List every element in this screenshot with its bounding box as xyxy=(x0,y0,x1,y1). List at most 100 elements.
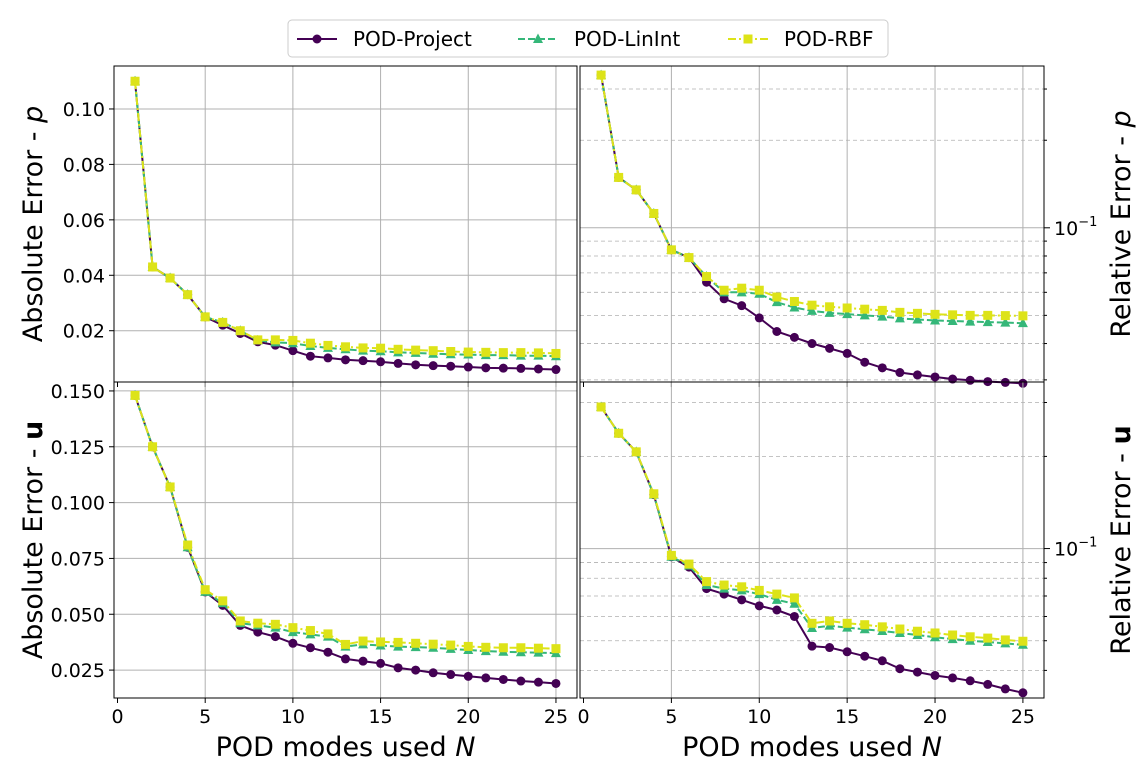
y-axis-label: Relative Error - p xyxy=(1106,110,1137,337)
data-point xyxy=(631,185,641,195)
y-tick-label: 0.10 xyxy=(63,99,105,121)
legend-marker xyxy=(743,34,753,44)
data-point xyxy=(983,310,993,320)
y-tick-label: 0.050 xyxy=(51,604,105,626)
series-pod-rbf xyxy=(130,390,561,654)
series-pod-linint xyxy=(130,389,561,658)
data-point xyxy=(912,626,922,636)
panel-bottom-left: 0 5 10 15 20 25 0.025 0.050 0.075 0.100 0.125 0.150 xyxy=(51,381,578,728)
y-tick-label: 0.150 xyxy=(51,381,105,403)
data-point xyxy=(218,596,228,606)
y-tick-label: 0.02 xyxy=(63,321,105,343)
data-point xyxy=(702,577,712,587)
axes-frame xyxy=(113,381,578,699)
data-point xyxy=(807,300,817,310)
data-point xyxy=(930,315,941,325)
data-point xyxy=(842,308,853,319)
data-point xyxy=(948,630,958,640)
legend-entry: POD-LinInt xyxy=(518,27,680,51)
grid xyxy=(114,66,577,382)
x-tick-label: 5 xyxy=(199,706,211,728)
data-point xyxy=(789,593,799,603)
series-pod-rbf xyxy=(596,402,1028,646)
data-point xyxy=(218,317,228,327)
data-point xyxy=(860,304,870,314)
data-point xyxy=(965,632,975,642)
series-pod-linint xyxy=(596,69,1028,328)
data-point xyxy=(772,605,782,615)
data-point xyxy=(912,667,922,677)
data-point xyxy=(860,651,870,661)
data-point xyxy=(165,482,175,492)
data-point xyxy=(428,639,438,649)
data-point xyxy=(772,292,782,302)
data-point xyxy=(825,302,835,312)
data-point xyxy=(305,351,315,361)
data-point xyxy=(789,302,800,312)
data-point xyxy=(895,664,905,674)
data-point xyxy=(842,647,852,657)
data-point xyxy=(614,172,624,182)
legend-box xyxy=(287,19,889,58)
data-point xyxy=(947,315,958,326)
data-point xyxy=(772,589,782,599)
data-point xyxy=(411,665,421,675)
x-tick-label: 15 xyxy=(368,706,392,728)
data-point xyxy=(498,348,508,358)
data-point xyxy=(253,627,263,637)
data-point xyxy=(148,442,158,452)
legend-entry: POD-RBF xyxy=(728,27,874,51)
series-line xyxy=(600,406,1023,646)
data-point xyxy=(877,311,888,321)
data-point xyxy=(270,335,280,345)
series-pod-rbf xyxy=(130,76,561,358)
data-point xyxy=(894,312,905,323)
legend-marker xyxy=(312,34,322,44)
data-point xyxy=(200,585,210,595)
x-axis-label: POD modes used N xyxy=(216,732,476,763)
data-point xyxy=(463,641,473,651)
data-point xyxy=(719,294,729,304)
data-point xyxy=(684,253,694,263)
data-point xyxy=(323,340,333,350)
data-point xyxy=(825,616,835,626)
data-point xyxy=(463,362,473,372)
data-point xyxy=(253,618,263,628)
data-point xyxy=(323,353,333,363)
axis-labels: Absolute Error - p Relative Error - p POD … xyxy=(18,106,1137,763)
data-point xyxy=(789,332,799,342)
legend: POD-Project POD-LinInt POD-RBF xyxy=(287,19,889,58)
data-point xyxy=(446,640,456,650)
data-point xyxy=(842,348,852,358)
data-point xyxy=(305,626,315,636)
data-point xyxy=(982,316,993,327)
data-point xyxy=(533,643,543,653)
data-point xyxy=(930,372,940,382)
data-point xyxy=(965,676,975,686)
panel-top-right: 10−1 xyxy=(579,65,1097,388)
data-point xyxy=(719,580,729,590)
data-point xyxy=(358,636,368,646)
data-point xyxy=(1017,317,1028,328)
data-point xyxy=(393,358,403,368)
data-point xyxy=(824,307,835,317)
data-point xyxy=(737,301,747,311)
data-point xyxy=(948,673,958,683)
x-tick-label: 0 xyxy=(111,706,123,728)
series-pod-linint xyxy=(130,75,561,361)
data-point xyxy=(789,296,799,306)
data-point xyxy=(596,402,606,412)
y-tick-label: 0.025 xyxy=(51,660,105,682)
data-point xyxy=(948,310,958,320)
data-point xyxy=(807,305,817,315)
data-point xyxy=(807,641,817,651)
series-line xyxy=(134,395,557,650)
data-point xyxy=(930,309,940,319)
data-point xyxy=(376,343,386,353)
data-point xyxy=(666,550,676,560)
data-point xyxy=(895,307,905,317)
data-point xyxy=(516,348,526,358)
data-point xyxy=(702,272,712,282)
